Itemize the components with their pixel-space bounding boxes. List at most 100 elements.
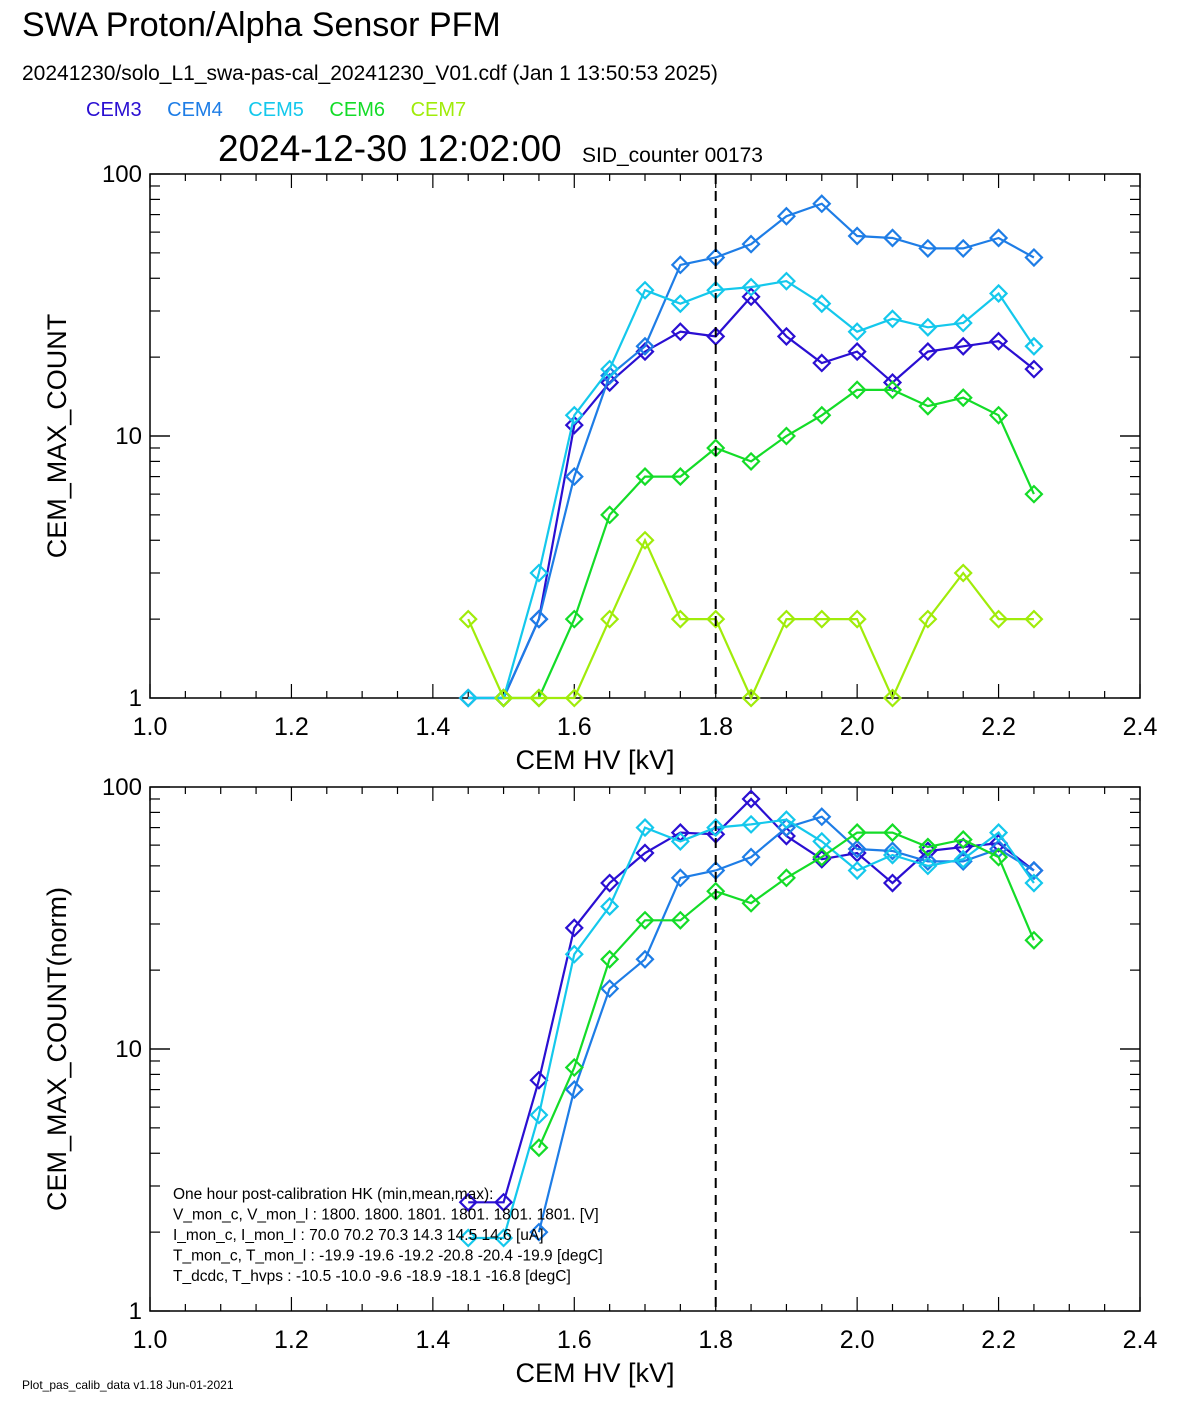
data-point-cem3 [882,873,903,893]
data-point-cem3 [458,1192,478,1212]
data-point-cem6 [741,893,761,913]
data-point-cem6 [776,426,796,446]
y-tick-label: 10 [115,1036,142,1063]
data-point-cem5 [1024,873,1044,893]
data-point-cem3 [918,342,938,362]
data-point-cem4 [529,1222,549,1242]
data-point-cem3 [635,843,655,863]
data-point-cem5 [494,1228,514,1248]
data-point-cem6 [1024,484,1044,504]
data-point-cem4 [953,238,973,258]
x-tick-label: 1.0 [133,713,168,741]
data-point-cem5 [918,856,938,876]
data-point-cem7 [564,688,584,708]
data-point-cem4 [812,194,832,214]
data-point-cem5 [600,359,620,379]
data-point-cem6 [882,823,903,843]
x-tick-label: 1.0 [133,1326,168,1354]
hk-line: One hour post-calibration HK (min,mean,m… [173,1186,493,1203]
data-point-cem7 [670,609,690,629]
data-point-cem6 [776,868,796,888]
data-point-cem5 [776,271,796,291]
data-point-cem5 [847,860,867,881]
data-point-cem6 [918,396,938,416]
data-point-cem5 [529,563,549,583]
data-point-cem7 [494,688,514,708]
data-point-cem4 [918,851,938,871]
x-tick-label: 2.0 [840,1326,875,1354]
data-point-cem6 [1024,930,1044,950]
data-point-cem6 [635,467,655,487]
data-point-cem4 [741,847,761,867]
data-point-cem3 [953,336,973,356]
legend: CEM3 CEM4 CEM5 CEM6 CEM7 [86,99,486,122]
data-point-cem3 [953,837,973,857]
data-point-cem7 [706,609,726,629]
data-point-cem4 [847,226,867,246]
data-point-cem3 [812,849,832,869]
data-point-cem4 [1024,860,1044,881]
x-tick-label: 2.2 [981,713,1016,741]
x-tick-label: 2.4 [1123,713,1158,741]
data-point-cem7 [1024,609,1044,629]
x-tick-label: 1.4 [415,1326,450,1354]
data-point-cem4 [847,839,867,859]
series-group [458,789,1044,1248]
data-point-cem3 [494,1192,514,1212]
data-point-cem5 [741,814,761,834]
data-point-cem5 [776,810,796,830]
y-tick-label: 1 [129,1298,142,1325]
data-point-cem5 [882,309,903,329]
data-point-cem6 [953,830,973,850]
data-point-cem5 [635,818,655,838]
data-point-cem6 [989,847,1009,867]
y-tick-label: 100 [102,161,142,188]
x-tick-label: 2.4 [1123,1326,1158,1354]
data-point-cem4 [776,818,796,838]
data-point-cem6 [600,505,620,525]
hk-line: I_mon_c, I_mon_l : 70.0 70.2 70.3 14.3 1… [173,1227,544,1244]
chart-panel-1: 1.0 1.2 1.4 1.6 1.8 2.0 2.2 2.4 1 10 100 CEM HV [kV… [42,161,1157,775]
data-point-cem5 [812,294,832,314]
data-point-cem6 [564,609,584,629]
data-point-cem6 [564,1057,584,1078]
data-point-cem5 [458,1228,478,1248]
data-point-cem6 [635,910,655,930]
data-point-cem3 [741,789,761,809]
legend-item-cem3: CEM3 [86,99,142,121]
data-point-cem3 [600,873,620,893]
data-point-cem6 [989,405,1009,425]
data-point-cem5 [635,280,655,300]
data-point-cem6 [812,847,832,867]
data-point-cem5 [670,831,690,851]
x-axis-label: CEM HV [kV] [515,1358,674,1388]
footer-version: Plot_pas_calib_data v1.18 Jun-01-2021 [22,1378,234,1392]
x-tick-label: 1.4 [415,713,450,741]
x-tick-label: 2.0 [840,713,875,741]
data-point-cem6 [670,910,690,930]
series-line-cem6 [537,831,1035,1149]
data-point-cem6 [847,380,867,400]
legend-item-cem7: CEM7 [410,99,467,121]
data-point-cem7 [600,609,620,629]
data-point-cem5 [953,849,973,869]
data-point-cem7 [741,688,761,708]
legend-item-cem6: CEM6 [329,99,385,121]
timestamp: 2024-12-30 12:02:00 [218,128,562,169]
legend-item-cem5: CEM5 [248,99,304,121]
y-tick-label: 1 [129,685,142,712]
data-point-cem5 [741,277,761,297]
data-point-cem6 [812,405,832,425]
data-point-cem5 [882,845,903,865]
data-point-cem3 [1024,359,1044,379]
x-tick-label: 1.6 [557,1326,592,1354]
data-point-cem7 [458,609,478,629]
y-axis-label: CEM_MAX_COUNT [42,314,72,559]
chart-panel-2: 1.0 1.2 1.4 1.6 1.8 2.0 2.2 2.4 1 10 100 CEM HV [kV… [42,774,1157,1388]
data-point-cem5 [706,818,726,838]
x-tick-label: 2.2 [981,1326,1016,1354]
file-name-line: 20241230/solo_L1_swa-pas-cal_20241230_V0… [22,62,718,85]
series-line-cem3 [468,295,1035,700]
data-point-cem6 [953,388,973,408]
data-point-cem7 [635,530,655,550]
